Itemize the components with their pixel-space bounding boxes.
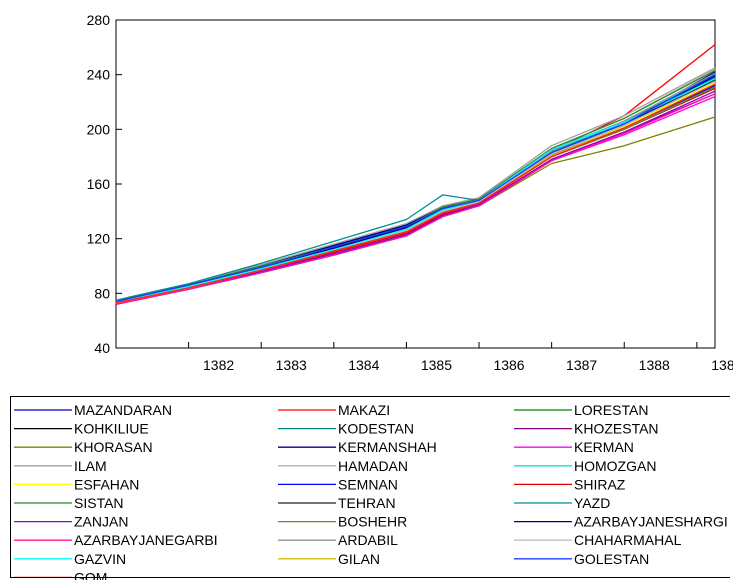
legend-entry-label: GOLESTAN: [574, 551, 649, 567]
y-tick-label: 240: [87, 67, 111, 83]
x-tick-label: 1383: [276, 357, 307, 373]
series-line-homozgan: [115, 74, 716, 304]
series-line-ardabil: [115, 72, 716, 304]
series-line-gom: [115, 83, 716, 304]
series-line-yazd: [115, 76, 716, 301]
legend-entry-label: SEMNAN: [338, 476, 398, 492]
series-line-azarbayjanegarbi: [115, 93, 716, 305]
series-layer: [115, 44, 716, 305]
legend-entry-label: MAZANDARAN: [74, 402, 172, 418]
x-tick-label: 1385: [421, 357, 452, 373]
plot-frame: [115, 19, 716, 349]
y-tick-label: 80: [94, 285, 110, 301]
legend-frame: [10, 396, 730, 578]
legend-entry-label: GOM: [74, 569, 107, 580]
y-tick-label: 40: [94, 340, 110, 356]
series-line-hamadan: [115, 68, 716, 303]
series-line-kodestan: [115, 74, 716, 304]
legend: MAZANDARAN MAKAZI LORESTAN KOHKILIUE KODESTA…: [14, 402, 728, 580]
x-tick-label: 1389: [711, 357, 733, 373]
legend-entry-label: KHORASAN: [74, 439, 153, 455]
legend-entry-label: HAMADAN: [338, 458, 408, 474]
legend-entry-label: YAZD: [574, 495, 610, 511]
x-tick-label: 1386: [493, 357, 524, 373]
x-tick-label: 1382: [203, 357, 234, 373]
x-tick-label: 1388: [639, 357, 670, 373]
x-axis: 1382 1383 1384 1385 1386 1387 1388 1389: [188, 342, 733, 373]
series-line-mazandaran: [115, 76, 716, 303]
y-tick-label: 120: [87, 231, 111, 247]
series-line-lorestan: [115, 79, 716, 304]
legend-entry-label: ZANJAN: [74, 514, 128, 530]
y-tick-label: 280: [87, 12, 111, 28]
legend-entry-label: SISTAN: [74, 495, 124, 511]
legend-entry-label: AZARBAYJANEGARBI: [74, 532, 218, 548]
legend-entry-label: ESFAHAN: [74, 476, 139, 492]
plot-area: [115, 19, 716, 349]
y-tick-label: 200: [87, 121, 111, 137]
series-line-makazi: [115, 44, 716, 303]
y-tick-label: 160: [87, 176, 111, 192]
series-line-azarbayjaneshargi: [115, 75, 716, 304]
legend-entry-label: KERMANSHAH: [338, 439, 437, 455]
legend-entry-label: TEHRAN: [338, 495, 396, 511]
legend-entry-label: ARDABIL: [338, 532, 398, 548]
legend-entry-label: AZARBAYJANESHARGI: [574, 514, 728, 530]
legend-entry-label: LORESTAN: [574, 402, 648, 418]
series-line-boshehr: [115, 86, 716, 304]
legend-entry-label: KODESTAN: [338, 421, 414, 437]
legend-entry-label: GILAN: [338, 551, 380, 567]
x-tick-label: 1387: [566, 357, 597, 373]
series-line-khorasan: [115, 116, 716, 304]
x-tick-label: 1384: [348, 357, 379, 373]
legend-entry-label: BOSHEHR: [338, 514, 407, 530]
series-line-gilan: [115, 83, 716, 304]
legend-entry-label: KERMAN: [574, 439, 634, 455]
legend-entry-label: KHOZESTAN: [574, 421, 659, 437]
y-axis: 40 80 120 160 200 240 280: [87, 12, 122, 356]
legend-entry-label: ILAM: [74, 458, 107, 474]
series-line-sistan: [115, 70, 716, 303]
legend-entry-label: SHIRAZ: [574, 476, 626, 492]
legend-entry-label: GAZVIN: [74, 551, 126, 567]
legend-entry-label: MAKAZI: [338, 402, 390, 418]
series-line-kermanshah: [115, 71, 716, 303]
legend-entry-label: CHAHARMAHAL: [574, 532, 682, 548]
series-line-tehran: [115, 79, 716, 303]
series-line-ilam: [115, 67, 716, 301]
legend-entry-label: HOMOZGAN: [574, 458, 656, 474]
series-line-gazvin: [115, 78, 716, 303]
series-line-golestan: [115, 74, 716, 303]
legend-entry-label: KOHKILIUE: [74, 421, 149, 437]
